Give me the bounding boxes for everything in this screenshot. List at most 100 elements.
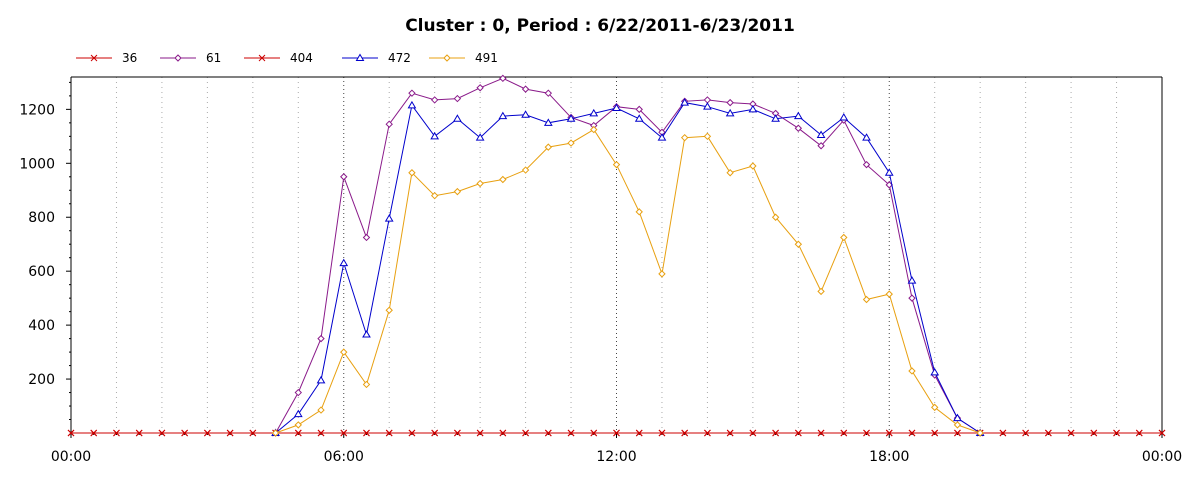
- data-point-472: [293, 409, 303, 418]
- legend-item-61: 61: [160, 51, 221, 65]
- data-point-472: [521, 110, 530, 118]
- data-point-404: [522, 429, 529, 437]
- data-point-404: [1135, 429, 1143, 437]
- axes: 00:00 06:00 12:00 18:00 00:00 200 400 600 800 100…: [19, 76, 1182, 465]
- data-point-61: [726, 98, 734, 107]
- legend-label: 404: [290, 51, 313, 65]
- legend-marker: [258, 54, 266, 62]
- data-point-61: [340, 173, 348, 181]
- data-point-491: [453, 187, 462, 196]
- data-point-491: [771, 213, 780, 221]
- data-point-61: [862, 160, 871, 169]
- legend-item-404: 404: [244, 51, 313, 65]
- data-point-404: [1022, 429, 1029, 437]
- data-point-491: [931, 403, 939, 412]
- data-point-472: [316, 375, 326, 384]
- data-point-491: [703, 132, 712, 141]
- data-point-491: [749, 162, 757, 170]
- data-point-472: [407, 100, 417, 109]
- data-point-404: [794, 429, 802, 437]
- legend-item-36: 36: [76, 51, 137, 65]
- data-point-491: [680, 133, 689, 142]
- data-point-472: [657, 133, 667, 141]
- grid: [115, 77, 1118, 433]
- data-point-61: [817, 142, 825, 150]
- y-tick-label: 200: [28, 372, 55, 388]
- legend-marker: [443, 54, 451, 62]
- data-point-61: [385, 120, 393, 128]
- data-point-61: [317, 334, 325, 343]
- data-point-61: [703, 96, 712, 104]
- legend: 36 61 404 472 491: [76, 51, 498, 65]
- data-point-404: [726, 429, 734, 437]
- data-point-472: [634, 114, 644, 122]
- data-point-61: [430, 96, 439, 104]
- data-point-491: [840, 233, 848, 242]
- legend-marker: [174, 54, 182, 62]
- data-point-491: [953, 421, 962, 429]
- data-point-491: [294, 421, 302, 429]
- data-point-404: [340, 429, 348, 437]
- data-point-404: [294, 429, 302, 437]
- x-tick-label: 00:00: [51, 449, 91, 465]
- data-point-472: [566, 114, 576, 122]
- data-point-61: [476, 84, 484, 92]
- data-point-404: [1067, 429, 1075, 437]
- data-point-404: [67, 429, 75, 437]
- data-point-491: [908, 367, 916, 375]
- data-point-491: [590, 125, 598, 134]
- data-point-491: [658, 270, 666, 278]
- series-line-61: [275, 77, 981, 434]
- data-point-491: [521, 166, 530, 174]
- data-point-404: [772, 429, 779, 437]
- y-tick-label: 1200: [19, 102, 55, 118]
- data-point-472: [589, 108, 599, 117]
- data-point-491: [499, 175, 507, 184]
- data-point-491: [862, 295, 871, 304]
- data-point-404: [1090, 429, 1098, 437]
- series-group: [67, 74, 1166, 437]
- data-point-491: [612, 160, 621, 169]
- data-point-404: [385, 429, 393, 437]
- data-point-404: [749, 429, 757, 437]
- legend-item-491: 491: [429, 51, 498, 65]
- data-point-404: [317, 429, 325, 437]
- data-point-404: [135, 429, 143, 437]
- data-point-404: [635, 429, 643, 437]
- data-point-404: [817, 429, 825, 437]
- data-point-61: [499, 74, 507, 83]
- data-point-472: [725, 108, 735, 117]
- data-point-404: [431, 429, 439, 437]
- data-point-491: [885, 290, 893, 298]
- data-point-472: [839, 112, 849, 121]
- data-point-404: [499, 429, 507, 437]
- data-point-472: [362, 330, 371, 338]
- data-point-491: [340, 348, 348, 356]
- data-point-491: [362, 380, 371, 389]
- legend-label: 491: [475, 51, 498, 65]
- data-point-404: [954, 429, 961, 437]
- data-point-404: [931, 429, 939, 437]
- data-point-61: [521, 85, 530, 93]
- data-point-404: [1113, 429, 1120, 437]
- data-point-404: [476, 429, 484, 437]
- data-point-472: [612, 103, 621, 112]
- data-point-404: [181, 429, 188, 437]
- data-point-491: [635, 208, 643, 216]
- data-point-472: [953, 413, 962, 422]
- data-point-404: [544, 429, 552, 437]
- data-point-472: [339, 258, 349, 267]
- legend-marker: [90, 54, 98, 62]
- data-point-61: [294, 388, 302, 397]
- data-point-404: [613, 429, 620, 437]
- data-point-472: [475, 133, 485, 141]
- data-point-404: [1158, 429, 1166, 437]
- data-point-472: [884, 168, 894, 176]
- legend-label: 472: [388, 51, 411, 65]
- data-point-491: [271, 429, 280, 437]
- legend-label: 61: [206, 51, 221, 65]
- data-point-404: [1044, 429, 1052, 437]
- data-point-472: [543, 118, 553, 126]
- data-point-404: [454, 429, 461, 437]
- data-point-491: [317, 406, 325, 414]
